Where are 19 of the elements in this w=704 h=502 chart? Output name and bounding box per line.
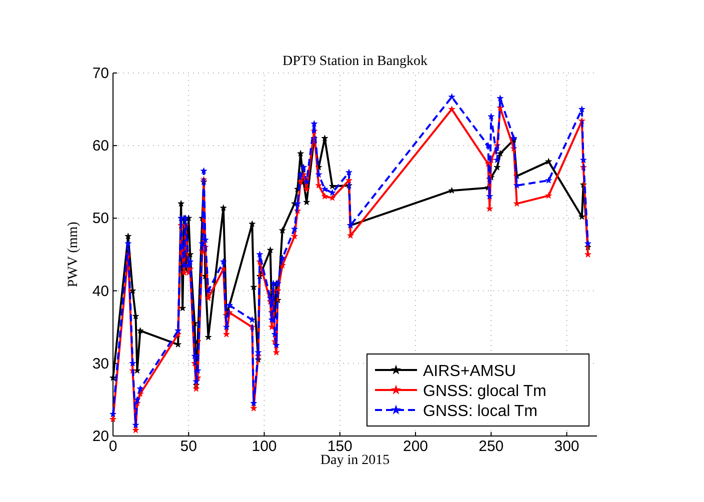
y-tick-label: 50 [92, 210, 109, 228]
x-axis-title: Day in 2015 [320, 453, 390, 468]
y-tick-label: 70 [92, 65, 109, 82]
y-axis-title: PWV (mm) [66, 221, 81, 288]
legend-label: GNSS: local Tm [423, 403, 538, 420]
x-tick-label: 200 [402, 438, 428, 455]
x-tick-label: 0 [108, 438, 118, 455]
y-tick-label: 20 [92, 428, 109, 445]
x-tick-label: 300 [554, 438, 580, 455]
y-tick-label: 30 [92, 355, 109, 372]
chart-title: DPT9 Station in Bangkok [282, 54, 428, 69]
x-tick-label: 100 [252, 438, 277, 455]
x-tick-label: 250 [478, 438, 504, 455]
legend-label: GNSS: glocal Tm [423, 383, 546, 400]
x-tick-label: 150 [327, 438, 352, 455]
x-tick-label: 50 [180, 438, 197, 455]
y-tick-label: 60 [92, 138, 109, 155]
y-tick-label: 40 [92, 282, 109, 300]
legend-label: AIRS+AMSU [423, 363, 516, 380]
